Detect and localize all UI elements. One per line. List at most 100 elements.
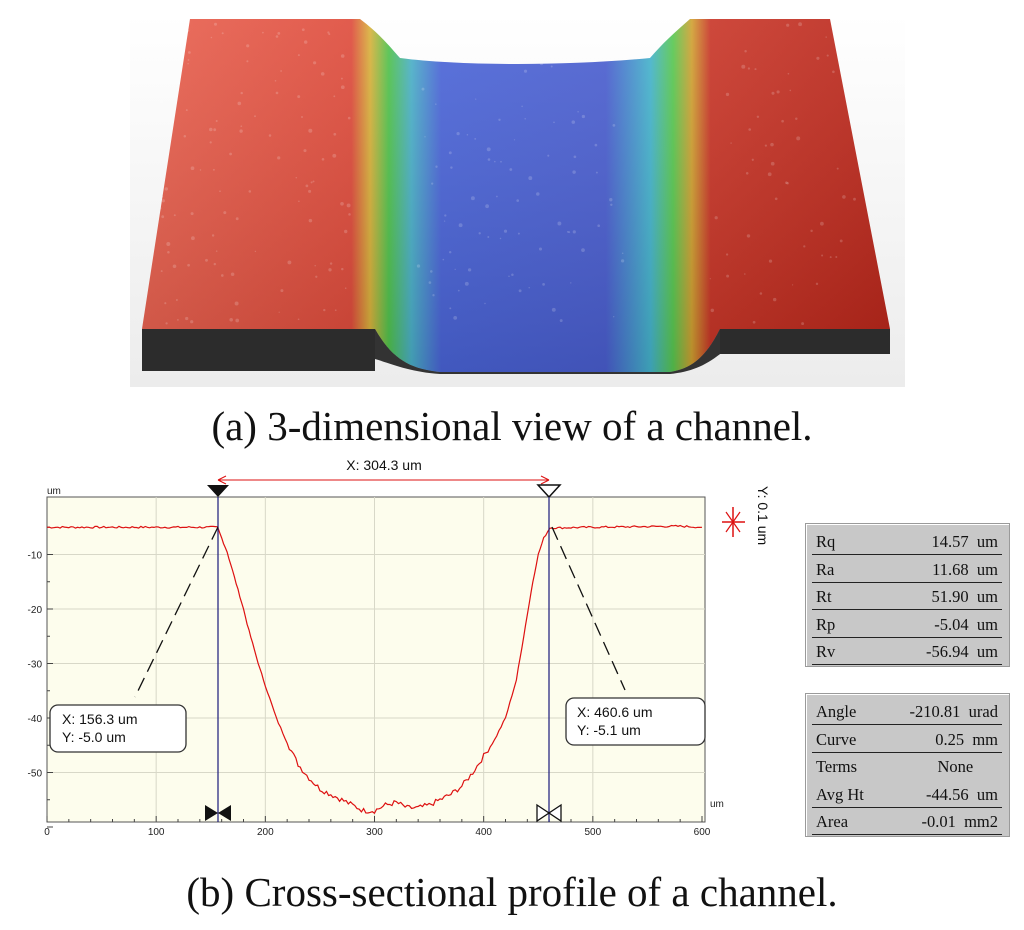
texture-speck — [237, 101, 242, 106]
texture-speck — [297, 54, 300, 57]
x-tick-label: 200 — [257, 827, 274, 838]
texture-speck — [595, 171, 598, 174]
texture-speck — [344, 229, 348, 234]
texture-speck — [214, 22, 217, 26]
left-cursor-bottom-handle[interactable] — [205, 805, 231, 821]
texture-speck — [577, 111, 579, 113]
texture-speck — [496, 195, 498, 198]
texture-speck — [621, 252, 624, 254]
texture-speck — [836, 167, 839, 170]
texture-speck — [287, 260, 292, 265]
texture-speck — [312, 180, 315, 183]
rough-value: -5.04 um — [934, 614, 998, 634]
texture-speck — [517, 232, 520, 235]
right-cursor-bottom-handle[interactable] — [536, 803, 562, 823]
rough-key: Ra — [816, 559, 835, 579]
texture-speck — [513, 139, 516, 141]
texture-speck — [340, 201, 344, 206]
texture-speck — [538, 247, 543, 251]
texture-speck — [344, 287, 347, 289]
texture-speck — [499, 237, 502, 240]
texture-speck — [246, 60, 249, 63]
texture-speck — [425, 51, 428, 55]
texture-speck — [210, 36, 213, 39]
texture-speck — [791, 284, 794, 286]
texture-speck — [454, 268, 456, 271]
texture-speck — [461, 59, 463, 61]
texture-speck — [751, 158, 754, 161]
texture-speck — [772, 297, 777, 302]
texture-speck — [430, 270, 433, 273]
texture-speck — [187, 30, 190, 32]
texture-speck — [752, 320, 756, 324]
texture-speck — [301, 28, 305, 32]
param-row-curve: Curve 0.25 mm — [812, 726, 1002, 753]
y-level-marker-icon[interactable] — [722, 507, 745, 537]
x-unit-label: um — [710, 799, 724, 810]
texture-speck — [428, 281, 432, 284]
texture-speck — [547, 154, 550, 157]
texture-speck — [301, 116, 303, 118]
texture-speck — [209, 141, 212, 144]
texture-speck — [484, 302, 486, 305]
texture-speck — [585, 35, 590, 40]
texture-speck — [442, 258, 445, 261]
texture-speck — [205, 258, 208, 262]
rough-row-rt: Rt 51.90 um — [812, 583, 1002, 610]
texture-speck — [314, 264, 316, 267]
rough-row-ra: Ra 11.68 um — [812, 556, 1002, 583]
texture-speck — [741, 64, 746, 69]
texture-speck — [190, 212, 194, 216]
texture-speck — [191, 236, 195, 241]
texture-speck — [215, 250, 218, 252]
texture-speck — [568, 231, 571, 234]
y-tick-label: -30 — [28, 660, 43, 671]
texture-speck — [500, 160, 502, 163]
left-cursor-top-handle[interactable] — [207, 485, 229, 497]
texture-speck — [199, 169, 202, 171]
texture-speck — [347, 116, 351, 120]
texture-speck — [453, 316, 458, 320]
texture-speck — [332, 153, 337, 158]
texture-speck — [254, 115, 256, 118]
texture-speck — [609, 198, 613, 202]
rough-row-rq: Rq 14.57 um — [812, 528, 1002, 555]
texture-speck — [275, 35, 279, 38]
base-left-side — [142, 329, 375, 371]
texture-speck — [789, 89, 792, 92]
texture-speck — [229, 152, 232, 156]
texture-speck — [268, 134, 272, 137]
texture-speck — [743, 273, 746, 275]
channel-3d-view — [130, 14, 905, 387]
texture-speck — [768, 259, 773, 263]
param-key: Terms — [816, 757, 858, 776]
param-row-terms: Terms None — [812, 753, 1002, 779]
texture-speck — [164, 302, 167, 305]
profile-trace — [46, 524, 703, 815]
texture-speck — [447, 36, 449, 39]
texture-speck — [213, 128, 217, 132]
y-tick-label: -20 — [28, 605, 43, 616]
texture-speck — [474, 137, 477, 140]
texture-speck — [770, 142, 774, 147]
rough-value: 11.68 um — [932, 559, 998, 579]
right-marker-leader — [551, 526, 626, 691]
texture-speck — [305, 184, 309, 188]
texture-speck — [726, 274, 730, 278]
y-tick-label: -50 — [28, 769, 43, 780]
texture-speck — [829, 256, 832, 259]
texture-speck — [756, 115, 760, 119]
texture-speck — [312, 61, 317, 65]
texture-speck — [456, 131, 460, 136]
texture-speck — [177, 319, 179, 321]
texture-speck — [503, 229, 508, 233]
param-key: Angle — [816, 702, 857, 721]
texture-speck — [328, 33, 331, 36]
texture-speck — [486, 147, 491, 152]
profile-line — [46, 524, 703, 815]
texture-speck — [515, 43, 518, 45]
texture-speck — [280, 289, 284, 293]
texture-speck — [187, 59, 190, 61]
texture-speck — [254, 250, 257, 253]
right-cursor-top-handle[interactable] — [536, 484, 562, 499]
